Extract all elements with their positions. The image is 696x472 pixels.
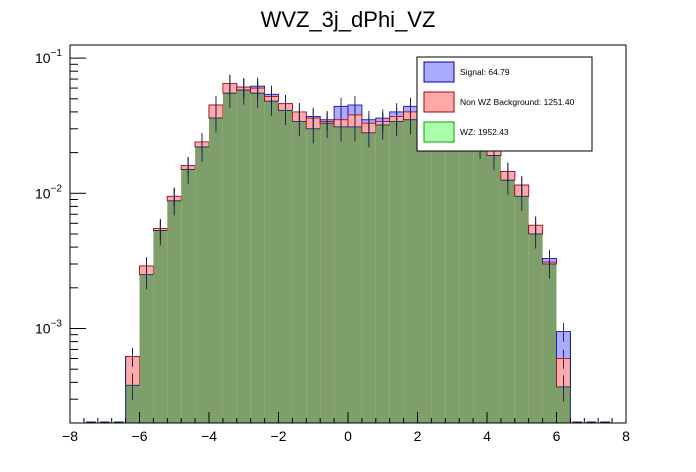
bar-overlap-7 <box>222 93 237 423</box>
bar-overlap-23 <box>445 130 460 424</box>
legend-swatch-2 <box>423 121 455 143</box>
bar-overlap-4 <box>181 169 196 423</box>
bar-overlap-25 <box>473 144 487 423</box>
bar-overlap-15 <box>334 126 348 424</box>
x-tick-label: 2 <box>414 428 422 444</box>
bar-overlap-28 <box>514 196 529 423</box>
bar-overlap-1 <box>139 274 154 423</box>
x-tick-label: 0 <box>344 428 352 444</box>
legend-label-2: WZ: 1952.43 <box>460 127 509 137</box>
bar-overlap-21 <box>417 121 432 423</box>
chart-title: WVZ_3j_dPhi_VZ <box>261 7 436 32</box>
x-tick-label: −2 <box>271 428 287 444</box>
bar-overlap-29 <box>528 234 543 423</box>
x-tick-label: 4 <box>483 428 491 444</box>
y-tick-label: 10−1 <box>35 48 62 66</box>
bar-overlap-31 <box>556 386 571 423</box>
bar-overlap-22 <box>431 123 446 423</box>
legend-label-0: Signal: 64.79 <box>460 67 510 77</box>
histogram-bars <box>85 82 611 424</box>
bar-overlap-6 <box>209 118 223 423</box>
bar-overlap-9 <box>250 93 265 423</box>
bar-overlap-5 <box>195 147 209 423</box>
legend-swatch-0 <box>423 61 455 83</box>
bar-overlap-27 <box>500 180 515 423</box>
bar-overlap-2 <box>153 230 168 423</box>
bar-overlap-17 <box>361 132 376 424</box>
bar-overlap-13 <box>306 128 321 423</box>
bar-overlap-3 <box>167 200 182 423</box>
legend: Signal: 64.79 Non WZ Background: 1251.40 W… <box>416 56 593 152</box>
x-tick-label: −4 <box>201 428 217 444</box>
bar-overlap-20 <box>403 119 418 423</box>
legend-swatch-1 <box>423 91 455 113</box>
bar-overlap-12 <box>292 121 307 423</box>
bar-overlap-0 <box>125 385 140 423</box>
bar-overlap-11 <box>278 110 293 423</box>
x-tick-label: 6 <box>553 428 561 444</box>
bar-overlap-18 <box>375 125 390 424</box>
bar-overlap-16 <box>348 126 362 424</box>
bar-overlap-24 <box>459 134 474 423</box>
bar-overlap-8 <box>236 90 251 423</box>
x-axis: −8 −6 −4 −2 0 2 4 6 8 <box>62 412 630 444</box>
y-axis: 10−1 10−2 10−3 <box>35 48 86 424</box>
bar-overlap-30 <box>542 263 557 423</box>
bar-overlap-26 <box>487 155 501 423</box>
y-tick-label: 10−2 <box>35 183 62 201</box>
x-tick-label: 8 <box>622 428 630 444</box>
y-tick-label: 10−3 <box>35 319 62 337</box>
x-tick-label: −6 <box>132 428 148 444</box>
bar-overlap-10 <box>264 101 279 424</box>
bar-overlap-14 <box>320 123 335 423</box>
bar-overlap-19 <box>389 121 404 423</box>
legend-label-1: Non WZ Background: 1251.40 <box>460 97 575 107</box>
x-tick-label: −8 <box>62 428 78 444</box>
